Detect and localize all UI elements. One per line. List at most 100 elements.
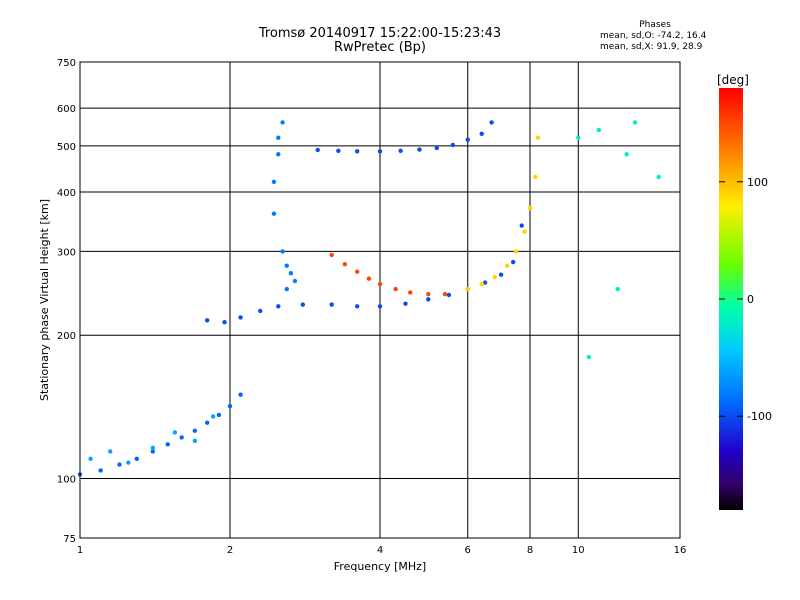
chart-title: Tromsø 20140917 15:22:00-15:23:43	[258, 26, 502, 41]
data-point	[276, 135, 281, 140]
phases-x-mode: mean, sd,X: 91.9, 28.9	[600, 42, 703, 52]
data-point	[271, 211, 277, 216]
data-point	[498, 272, 504, 277]
data-point	[288, 271, 294, 276]
data-point	[179, 435, 184, 440]
data-point	[426, 297, 431, 302]
data-point	[216, 412, 222, 418]
y-tick-label: 750	[57, 58, 76, 69]
data-point	[238, 392, 243, 397]
data-point	[393, 286, 398, 292]
data-point	[336, 148, 341, 154]
data-point	[624, 152, 629, 157]
colorbar-tick-label: -100	[747, 410, 772, 423]
data-point	[576, 135, 581, 140]
data-point	[300, 302, 306, 307]
data-point	[465, 137, 470, 142]
data-point	[615, 286, 620, 292]
data-point	[586, 354, 592, 360]
x-tick-label: 10	[572, 545, 585, 556]
data-point	[108, 449, 113, 454]
x-tick-label: 2	[227, 545, 233, 556]
data-point	[513, 249, 519, 254]
data-point	[276, 304, 281, 309]
data-point	[280, 120, 285, 125]
data-point	[489, 120, 494, 125]
data-point	[354, 149, 360, 154]
x-tick-label: 16	[674, 545, 687, 556]
data-point	[504, 263, 510, 268]
data-point	[284, 286, 289, 292]
data-point	[126, 460, 131, 465]
y-tick-labels: 75 100 200 300 400 500 600 750	[57, 58, 76, 545]
data-point	[315, 147, 320, 153]
data-point	[117, 462, 122, 467]
data-points	[77, 120, 661, 477]
data-point	[535, 135, 541, 140]
data-point	[510, 259, 516, 265]
colorbar-tick-label: 0	[747, 293, 754, 306]
data-point	[596, 127, 602, 133]
data-point	[446, 292, 452, 298]
data-point	[366, 276, 372, 281]
data-point	[258, 308, 263, 314]
colorbar-label: [deg]	[717, 73, 749, 87]
data-point	[280, 249, 285, 254]
data-point	[434, 145, 439, 151]
data-point	[192, 438, 198, 444]
data-point	[465, 286, 470, 292]
data-point	[377, 282, 383, 287]
phases-o-mode: mean, sd,O: -74.2, 16.4	[600, 31, 707, 41]
data-point	[522, 229, 527, 234]
data-point	[150, 445, 156, 451]
data-point	[482, 280, 488, 285]
data-point	[519, 223, 524, 228]
data-point	[398, 148, 403, 154]
data-point	[408, 290, 413, 295]
y-tick-label: 500	[57, 142, 76, 153]
y-tick-label: 600	[57, 104, 76, 115]
data-point	[222, 320, 227, 325]
data-point	[377, 304, 383, 309]
data-point	[426, 291, 431, 297]
data-point	[656, 174, 661, 180]
phases-label: Phases	[639, 20, 671, 30]
y-tick-label: 300	[57, 247, 76, 258]
data-point	[329, 302, 334, 307]
data-point	[479, 131, 484, 136]
data-point	[204, 318, 210, 323]
data-point	[442, 291, 448, 297]
data-point	[204, 420, 210, 425]
x-tick-label: 4	[377, 545, 383, 556]
chart-subtitle: RwPretec (Bp)	[333, 40, 427, 55]
data-point	[492, 274, 498, 280]
data-point	[292, 278, 298, 284]
data-point	[354, 304, 360, 309]
data-point	[329, 252, 334, 258]
x-tick-label: 1	[77, 545, 83, 556]
data-point	[238, 315, 243, 320]
x-tick-labels: 1 2 4 6 8 10 16	[77, 545, 687, 556]
x-tick-label: 8	[527, 545, 533, 556]
data-point	[227, 403, 233, 409]
y-axis-label: Stationary phase Virtual Height [km]	[38, 199, 51, 401]
data-point	[533, 174, 538, 180]
data-point	[403, 301, 408, 306]
data-point	[284, 263, 289, 268]
y-tick-label: 100	[57, 475, 76, 486]
data-point	[354, 269, 360, 274]
data-point	[172, 430, 178, 435]
phase-statistics: Phases mean, sd,O: -74.2, 16.4 mean, sd,…	[600, 20, 707, 53]
data-point	[527, 205, 533, 211]
y-tick-label: 400	[57, 188, 76, 199]
data-point	[342, 262, 348, 267]
data-point	[150, 449, 156, 454]
data-point	[450, 142, 456, 148]
data-point	[479, 282, 484, 287]
data-point	[417, 147, 422, 152]
x-axis-label: Frequency [MHz]	[334, 560, 426, 573]
data-point	[276, 152, 281, 157]
colorbar-tick-label: 100	[747, 176, 768, 189]
data-point	[377, 149, 383, 154]
data-point	[88, 456, 93, 462]
